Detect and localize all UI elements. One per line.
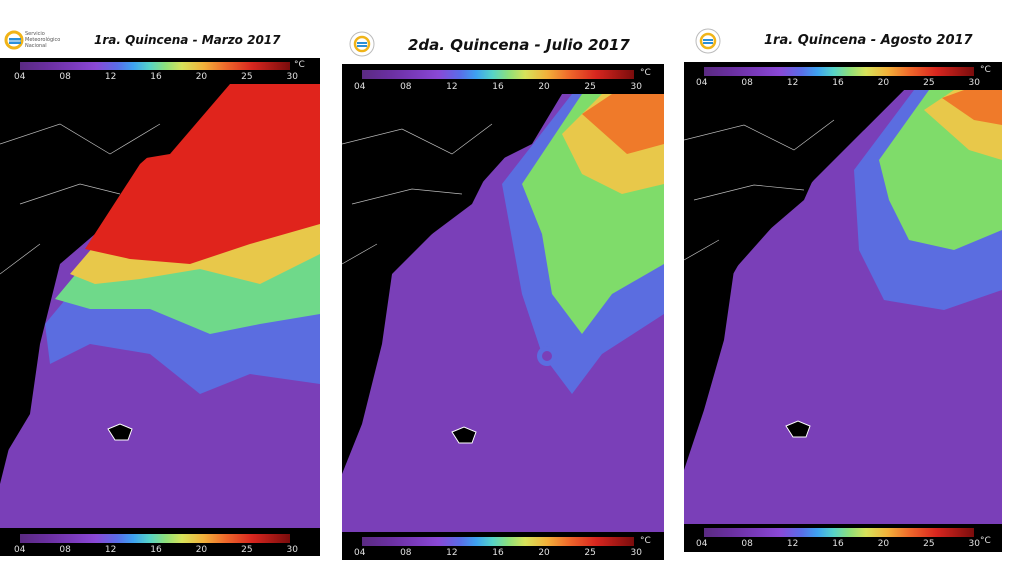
tick-label: 08 (741, 539, 753, 549)
colorbar-bottom: 04 08 12 16 20 25 30 (0, 528, 320, 556)
tick-label: 08 (400, 82, 412, 92)
colorbar-ticks: 04 08 12 16 20 25 30 (354, 82, 642, 92)
tick-label: 12 (786, 78, 799, 88)
tick-label: 20 (877, 78, 890, 88)
colorbar-bottom: 04 08 12 16 20 25 30 °C (342, 532, 664, 560)
tick-label: 08 (400, 548, 412, 558)
unit-label: °C (640, 536, 651, 546)
colorbar-gradient (362, 70, 634, 79)
tick-label: 30 (630, 82, 642, 92)
tick-label: 16 (832, 78, 844, 88)
sst-map-marzo (0, 84, 320, 528)
tick-label: 16 (150, 545, 162, 555)
tick-label: 25 (923, 78, 935, 88)
tick-label: 20 (877, 539, 890, 549)
tick-label: 25 (923, 539, 935, 549)
colorbar-ticks: 04 08 12 16 20 25 30 (14, 545, 298, 555)
tick-label: 04 (696, 539, 708, 549)
smn-seal-icon (348, 30, 376, 58)
tick-label: 16 (492, 548, 504, 558)
map-title: 1ra. Quincena - Marzo 2017 (94, 33, 281, 47)
tick-label: 30 (286, 72, 298, 82)
tick-label: 16 (832, 539, 844, 549)
colorbar-top: 04 08 12 16 20 25 30 °C (342, 64, 664, 94)
sst-map-agosto (684, 90, 1002, 524)
tick-label: 12 (786, 539, 799, 549)
unit-label: °C (640, 68, 651, 78)
colorbar-ticks: 04 08 12 16 20 25 30 (696, 539, 980, 549)
map-title: 1ra. Quincena - Agosto 2017 (764, 33, 973, 48)
tick-label: 12 (104, 545, 117, 555)
tick-label: 16 (492, 82, 504, 92)
colorbar-gradient (704, 528, 974, 537)
unit-label: °C (980, 536, 991, 546)
colorbar-top: 04 08 12 16 20 25 30 °C (0, 58, 320, 84)
map-title: 2da. Quincena - Julio 2017 (408, 36, 630, 54)
tick-label: 04 (14, 545, 26, 555)
tick-label: 08 (741, 78, 753, 88)
tick-label: 20 (538, 82, 550, 92)
colorbar-ticks: 04 08 12 16 20 25 30 (354, 548, 642, 558)
tick-label: 08 (59, 545, 71, 555)
colorbar-ticks: 04 08 12 16 20 25 30 (14, 72, 298, 82)
tick-label: 25 (584, 82, 596, 92)
sst-map-julio (342, 94, 664, 532)
tick-label: 04 (696, 78, 708, 88)
tick-label: 25 (241, 72, 253, 82)
tick-label: 30 (286, 545, 298, 555)
colorbar-bottom: 04 08 12 16 20 25 30 °C (684, 524, 1002, 552)
tick-label: 20 (538, 548, 550, 558)
smn-logo-icon (4, 30, 24, 50)
colorbar-gradient (704, 67, 974, 76)
colorbar-top: 04 08 12 16 20 25 30 °C (684, 62, 1002, 90)
logo-text-line-3: Nacional (25, 43, 47, 49)
logo-text-line-1: Servicio (25, 31, 45, 37)
smn-seal-icon (694, 27, 722, 55)
tick-label: 20 (195, 545, 208, 555)
colorbar-gradient (362, 537, 634, 546)
tick-label: 04 (354, 82, 366, 92)
tick-label: 20 (195, 72, 208, 82)
tick-label: 25 (241, 545, 253, 555)
tick-label: 12 (446, 548, 458, 558)
tick-label: 30 (968, 78, 980, 88)
tick-label: 16 (150, 72, 162, 82)
logo-text-line-2: Meteorológico (25, 37, 61, 43)
tick-label: 30 (968, 539, 980, 549)
colorbar-ticks: 04 08 12 16 20 25 30 (696, 78, 980, 88)
tick-label: 04 (354, 548, 366, 558)
colorbar-gradient (20, 534, 290, 543)
unit-label: °C (294, 60, 305, 70)
tick-label: 25 (584, 548, 596, 558)
tick-label: 04 (14, 72, 26, 82)
colorbar-gradient (20, 62, 290, 70)
tick-label: 30 (630, 548, 642, 558)
tick-label: 12 (104, 72, 117, 82)
tick-label: 08 (59, 72, 71, 82)
unit-label: °C (980, 65, 991, 75)
tick-label: 12 (446, 82, 458, 92)
